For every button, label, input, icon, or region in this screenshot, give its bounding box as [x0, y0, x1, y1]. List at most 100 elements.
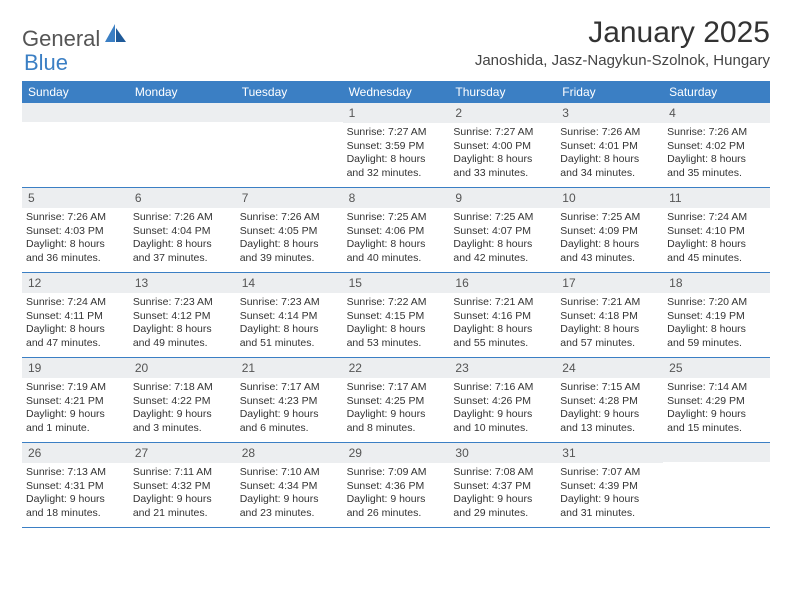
- day-info-line: Sunrise: 7:07 AM: [560, 466, 659, 480]
- day-cell: 16Sunrise: 7:21 AMSunset: 4:16 PMDayligh…: [449, 273, 556, 357]
- day-info: Sunrise: 7:21 AMSunset: 4:16 PMDaylight:…: [449, 296, 556, 351]
- day-cell: 17Sunrise: 7:21 AMSunset: 4:18 PMDayligh…: [556, 273, 663, 357]
- day-info-line: Daylight: 9 hours: [26, 408, 125, 422]
- day-info-line: Sunset: 4:02 PM: [667, 140, 766, 154]
- day-number: 25: [663, 358, 770, 378]
- day-info: Sunrise: 7:26 AMSunset: 4:03 PMDaylight:…: [22, 211, 129, 266]
- day-cell: 1 Sunrise: 7:27 AMSunset: 3:59 PMDaylight…: [343, 103, 450, 187]
- day-info-line: Sunrise: 7:10 AM: [240, 466, 339, 480]
- day-info-line: Sunrise: 7:24 AM: [667, 211, 766, 225]
- day-number: 10: [556, 188, 663, 208]
- day-info-line: Sunrise: 7:18 AM: [133, 381, 232, 395]
- day-info-line: and 33 minutes.: [453, 167, 552, 181]
- day-number: 22: [343, 358, 450, 378]
- day-info-line: Sunrise: 7:09 AM: [347, 466, 446, 480]
- day-info-line: Sunrise: 7:13 AM: [26, 466, 125, 480]
- day-number: 9: [449, 188, 556, 208]
- day-number: 23: [449, 358, 556, 378]
- day-info-line: and 36 minutes.: [26, 252, 125, 266]
- day-info-line: Sunrise: 7:26 AM: [26, 211, 125, 225]
- day-info: Sunrise: 7:27 AMSunset: 4:00 PMDaylight:…: [449, 126, 556, 181]
- day-info: Sunrise: 7:24 AMSunset: 4:10 PMDaylight:…: [663, 211, 770, 266]
- day-info-line: Sunset: 4:09 PM: [560, 225, 659, 239]
- day-number: 8: [343, 188, 450, 208]
- week-row: 26Sunrise: 7:13 AMSunset: 4:31 PMDayligh…: [22, 443, 770, 528]
- day-header: Monday: [129, 81, 236, 103]
- day-cell: 4Sunrise: 7:26 AMSunset: 4:02 PMDaylight…: [663, 103, 770, 187]
- day-info-line: Sunrise: 7:19 AM: [26, 381, 125, 395]
- day-number: 1: [343, 103, 450, 123]
- day-info-line: Sunset: 4:16 PM: [453, 310, 552, 324]
- day-info-line: and 43 minutes.: [560, 252, 659, 266]
- day-header: Tuesday: [236, 81, 343, 103]
- day-info-line: and 15 minutes.: [667, 422, 766, 436]
- day-info-line: Sunset: 4:19 PM: [667, 310, 766, 324]
- day-number: 12: [22, 273, 129, 293]
- day-cell: 23 Sunrise: 7:16 AMSunset: 4:26 PMDayligh…: [449, 358, 556, 442]
- day-info-line: Daylight: 9 hours: [347, 493, 446, 507]
- day-info-line: Sunset: 4:26 PM: [453, 395, 552, 409]
- logo-word2: Blue: [24, 50, 68, 75]
- day-info-line: and 23 minutes.: [240, 507, 339, 521]
- day-info-line: Sunset: 4:31 PM: [26, 480, 125, 494]
- day-info-line: Sunset: 4:11 PM: [26, 310, 125, 324]
- week-row: 1 Sunrise: 7:27 AMSunset: 3:59 PMDaylight…: [22, 103, 770, 188]
- day-info-line: Daylight: 8 hours: [453, 323, 552, 337]
- day-info-line: Sunset: 4:14 PM: [240, 310, 339, 324]
- day-info-line: Sunset: 4:04 PM: [133, 225, 232, 239]
- day-number: 5: [22, 188, 129, 208]
- day-cell: 12 Sunrise: 7:24 AMSunset: 4:11 PMDayligh…: [22, 273, 129, 357]
- day-info-line: Daylight: 8 hours: [133, 323, 232, 337]
- day-info-line: Sunrise: 7:21 AM: [453, 296, 552, 310]
- day-info-line: Sunrise: 7:23 AM: [240, 296, 339, 310]
- day-info: Sunrise: 7:18 AMSunset: 4:22 PMDaylight:…: [129, 381, 236, 436]
- day-info-line: Sunrise: 7:24 AM: [26, 296, 125, 310]
- day-info: Sunrise: 7:09 AMSunset: 4:36 PMDaylight:…: [343, 466, 450, 521]
- week-row: 5 Sunrise: 7:26 AMSunset: 4:03 PMDaylight…: [22, 188, 770, 273]
- day-info-line: and 42 minutes.: [453, 252, 552, 266]
- day-number: 24: [556, 358, 663, 378]
- day-header: Wednesday: [343, 81, 450, 103]
- day-info-line: Sunset: 4:37 PM: [453, 480, 552, 494]
- day-info-line: Sunset: 4:34 PM: [240, 480, 339, 494]
- day-header: Saturday: [663, 81, 770, 103]
- day-info-line: and 51 minutes.: [240, 337, 339, 351]
- day-cell: 5 Sunrise: 7:26 AMSunset: 4:03 PMDaylight…: [22, 188, 129, 272]
- day-info: Sunrise: 7:16 AMSunset: 4:26 PMDaylight:…: [449, 381, 556, 436]
- day-cell: 14Sunrise: 7:23 AMSunset: 4:14 PMDayligh…: [236, 273, 343, 357]
- day-info: Sunrise: 7:21 AMSunset: 4:18 PMDaylight:…: [556, 296, 663, 351]
- day-header: Thursday: [449, 81, 556, 103]
- day-info: Sunrise: 7:26 AMSunset: 4:02 PMDaylight:…: [663, 126, 770, 181]
- day-cell: 20 Sunrise: 7:18 AMSunset: 4:22 PMDayligh…: [129, 358, 236, 442]
- day-info-line: Daylight: 8 hours: [240, 238, 339, 252]
- day-info-line: Sunrise: 7:21 AM: [560, 296, 659, 310]
- day-number: 2: [449, 103, 556, 123]
- day-info: Sunrise: 7:11 AMSunset: 4:32 PMDaylight:…: [129, 466, 236, 521]
- day-number: 20: [129, 358, 236, 378]
- day-info-line: and 13 minutes.: [560, 422, 659, 436]
- day-info-line: and 18 minutes.: [26, 507, 125, 521]
- day-info-line: Daylight: 9 hours: [453, 493, 552, 507]
- day-cell: 21Sunrise: 7:17 AMSunset: 4:23 PMDayligh…: [236, 358, 343, 442]
- day-info-line: Daylight: 9 hours: [133, 493, 232, 507]
- day-info: Sunrise: 7:24 AMSunset: 4:11 PMDaylight:…: [22, 296, 129, 351]
- day-info-line: Sunset: 4:21 PM: [26, 395, 125, 409]
- day-cell: 18Sunrise: 7:20 AMSunset: 4:19 PMDayligh…: [663, 273, 770, 357]
- day-info-line: Sunrise: 7:23 AM: [133, 296, 232, 310]
- day-info-line: Sunrise: 7:25 AM: [560, 211, 659, 225]
- day-info-line: Sunset: 3:59 PM: [347, 140, 446, 154]
- day-info-line: and 32 minutes.: [347, 167, 446, 181]
- day-cell: 28Sunrise: 7:10 AMSunset: 4:34 PMDayligh…: [236, 443, 343, 527]
- day-cell: 29Sunrise: 7:09 AMSunset: 4:36 PMDayligh…: [343, 443, 450, 527]
- day-info-line: and 29 minutes.: [453, 507, 552, 521]
- day-info-line: Sunset: 4:28 PM: [560, 395, 659, 409]
- day-number: [22, 103, 129, 122]
- day-info-line: Sunset: 4:36 PM: [347, 480, 446, 494]
- day-number: [236, 103, 343, 122]
- day-info-line: Daylight: 8 hours: [667, 323, 766, 337]
- day-info-line: Sunset: 4:01 PM: [560, 140, 659, 154]
- day-cell: 10Sunrise: 7:25 AMSunset: 4:09 PMDayligh…: [556, 188, 663, 272]
- day-info-line: and 21 minutes.: [133, 507, 232, 521]
- day-info: Sunrise: 7:22 AMSunset: 4:15 PMDaylight:…: [343, 296, 450, 351]
- day-info: Sunrise: 7:27 AMSunset: 3:59 PMDaylight:…: [343, 126, 450, 181]
